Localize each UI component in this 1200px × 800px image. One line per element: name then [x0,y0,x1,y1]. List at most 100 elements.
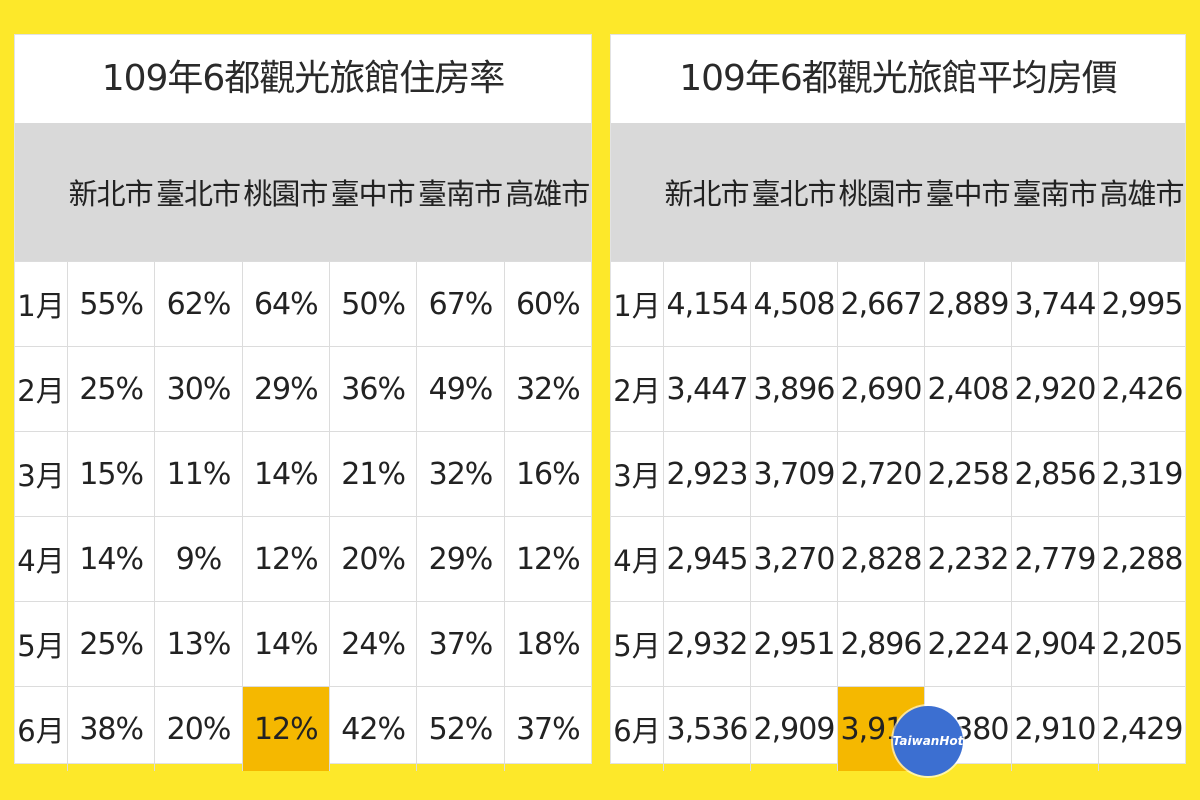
table-cell: 2,828 [838,517,925,601]
table-cell: 2,205 [1101,626,1184,662]
table-cell: 64% [243,262,330,346]
table-cell: 55% [68,262,156,346]
month-label: 4月 [611,517,664,601]
table-cell: 3,536 [664,687,751,771]
table-cell: 49% [417,347,505,431]
column-header: 臺南市 [417,177,503,211]
table-cell: 2,904 [1012,602,1099,686]
table-cell: 24% [330,602,418,686]
table-cell: 11% [155,432,243,516]
column-header: 臺中市 [925,177,1010,211]
taiwanhot-logo: TaiwanHot [893,706,963,776]
table-cell: 3,744 [1012,262,1099,346]
column-header: 新北市 [68,177,154,211]
table-row: 4月 14% 9% 12% 20% 29% 12% [15,516,591,601]
table-cell: 38% [68,687,156,771]
column-header: 臺北市 [155,177,241,211]
table-row: 2月 3,447 3,896 2,690 2,408 2,920 2,426 [611,346,1185,431]
table-cell: 2,910 [1012,687,1099,771]
table-title: 109年6都觀光旅館住房率 [15,35,591,123]
month-label: 5月 [15,602,68,686]
table-cell: 2,896 [838,602,925,686]
month-label: 1月 [611,262,664,346]
table-cell: 3,270 [751,517,838,601]
table-cell: 36% [330,347,418,431]
table-header-row: 新北市 臺北市 桃園市 臺中市 臺南市 高雄市 [611,123,1185,261]
table-cell: 2,720 [838,432,925,516]
table-cell: 2,995 [1101,286,1184,322]
table-cell: 2,856 [1012,432,1099,516]
table-cell: 12% [243,517,330,601]
column-header: 桃園市 [243,177,328,211]
table-cell: 13% [155,602,243,686]
table-cell: 18% [515,626,581,662]
column-header: 新北市 [664,177,749,211]
table-row: 1月 55% 62% 64% 50% 67% 60% [15,261,591,346]
table-row: 2月 25% 30% 29% 36% 49% 32% [15,346,591,431]
table-cell: 2,258 [925,432,1012,516]
table-cell: 37% [417,602,505,686]
table-cell: 2,951 [751,602,838,686]
table-cell: 30% [155,347,243,431]
column-header: 臺中市 [330,177,416,211]
table-cell: 2,319 [1101,456,1184,492]
table-cell: 2,932 [664,602,751,686]
header-corner [15,123,67,261]
table-cell: 3,447 [664,347,751,431]
table-cell: 20% [330,517,418,601]
table-cell: 4,154 [664,262,751,346]
column-header: 高雄市 [505,177,590,211]
table-row: 3月 15% 11% 14% 21% 32% 16% [15,431,591,516]
table-row: 5月 25% 13% 14% 24% 37% 18% [15,601,591,686]
month-label: 2月 [15,347,68,431]
table-cell: 62% [155,262,243,346]
table-cell: 67% [417,262,505,346]
month-label: 6月 [611,687,664,771]
table-cell: 60% [515,286,581,322]
month-label: 3月 [15,432,68,516]
table-cell: 50% [330,262,418,346]
table-cell: 42% [330,687,418,771]
column-header: 高雄市 [1099,177,1184,211]
table-cell: 2,667 [838,262,925,346]
table-cell: 2,923 [664,432,751,516]
table-cell: 9% [155,517,243,601]
table-cell: 4,508 [751,262,838,346]
table-cell: 16% [515,456,581,492]
occupancy-table-panel: 109年6都觀光旅館住房率 新北市 臺北市 桃園市 臺中市 臺南市 高雄市 1月 55% 62% 6… [14,34,592,771]
table-cell: 2,232 [925,517,1012,601]
table-cell: 29% [417,517,505,601]
table-cell: 25% [68,602,156,686]
month-label: 6月 [15,687,68,771]
table-cell: 3,896 [751,347,838,431]
month-label: 1月 [15,262,68,346]
table-cell: 2,889 [925,262,1012,346]
table-cell: 32% [515,371,581,407]
table-cell: 2,779 [1012,517,1099,601]
table-cell: 2,690 [838,347,925,431]
table-cell: 12% [515,541,581,577]
table-row: 6月 38% 20% 12% 42% 52% 37% [15,686,591,771]
table-cell: 14% [243,602,330,686]
table-cell: 2,909 [751,687,838,771]
table-cell: 3,709 [751,432,838,516]
column-header: 臺北市 [751,177,836,211]
month-label: 3月 [611,432,664,516]
table-row: 5月 2,932 2,951 2,896 2,224 2,904 2,205 [611,601,1185,686]
table-cell: 15% [68,432,156,516]
table-cell: 2,426 [1101,371,1184,407]
table-cell: 20% [155,687,243,771]
column-header: 桃園市 [838,177,923,211]
column-header: 臺南市 [1012,177,1097,211]
table-cell: 2,945 [664,517,751,601]
table-cell: 2,429 [1101,711,1184,747]
room-price-table-panel: 109年6都觀光旅館平均房價 新北市 臺北市 桃園市 臺中市 臺南市 高雄市 1月 4,154 4… [610,34,1186,771]
month-label: 2月 [611,347,664,431]
table-cell: 2,224 [925,602,1012,686]
table-cell: 21% [330,432,418,516]
table-row: 1月 4,154 4,508 2,667 2,889 3,744 2,995 [611,261,1185,346]
table-cell: 29% [243,347,330,431]
table-cell: 32% [417,432,505,516]
table-row: 3月 2,923 3,709 2,720 2,258 2,856 2,319 [611,431,1185,516]
table-cell: 52% [417,687,505,771]
